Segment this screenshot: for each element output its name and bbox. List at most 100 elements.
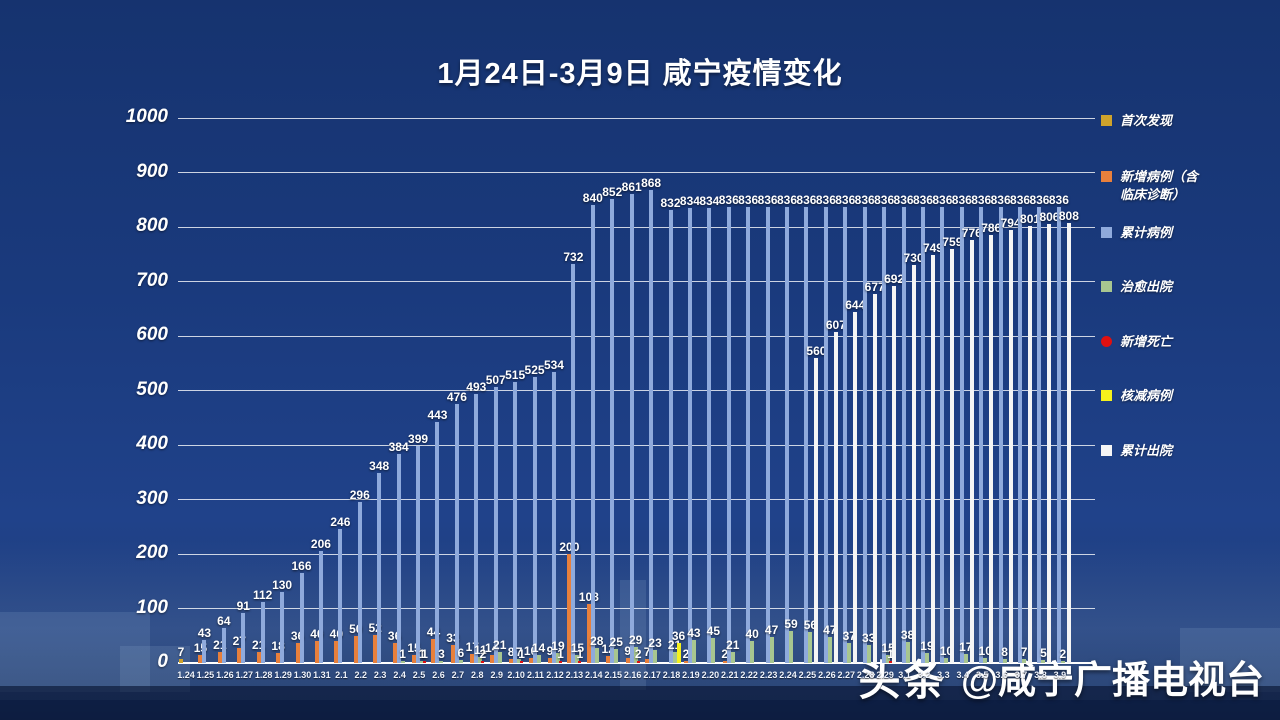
bar-cured	[1060, 661, 1065, 663]
legend-label-death: 新增死亡	[1120, 334, 1173, 349]
bar-disch	[1066, 223, 1071, 663]
value-label-cum: 296	[349, 488, 370, 502]
bar-cum	[551, 372, 556, 663]
x-tick-label: 1.31	[313, 670, 331, 680]
value-label-cured: 19	[551, 639, 565, 653]
bar-death	[481, 661, 485, 663]
watermark: 头条 @咸宁广播电视台	[858, 647, 1264, 708]
bar-first	[179, 659, 183, 663]
x-tick-label: 3.2	[917, 670, 931, 680]
legend-item-cum: 累计病例	[1101, 224, 1211, 242]
gridline	[178, 281, 1095, 282]
bar-disch	[814, 358, 819, 663]
value-label-cured: 17	[959, 640, 973, 654]
y-tick-label: 300	[136, 487, 168, 509]
bar-cum	[532, 377, 537, 663]
bar-cum	[241, 613, 246, 663]
value-label-cum: 507	[485, 373, 506, 387]
y-tick-label: 100	[136, 596, 168, 618]
value-label-cum: 836	[893, 193, 914, 207]
value-label-cum: 836	[854, 193, 875, 207]
value-label-new: 9	[546, 644, 554, 658]
value-label-cured: 47	[823, 623, 837, 637]
bar-disch	[872, 294, 877, 663]
legend-swatch-first	[1101, 115, 1112, 126]
bar-disch	[833, 332, 838, 663]
bar-cum	[474, 394, 479, 663]
bar-cured	[769, 637, 774, 663]
value-label-cured: 56	[803, 618, 818, 632]
gridline	[178, 608, 1095, 609]
bar-disch	[1028, 226, 1033, 663]
value-label-cum: 493	[466, 380, 487, 394]
x-tick-label: 2.29	[876, 670, 894, 680]
value-label-cured: 25	[609, 635, 623, 649]
value-label-cured: 1	[399, 647, 406, 661]
gridline	[178, 390, 1095, 391]
x-tick-label: 3.6	[995, 670, 1008, 680]
value-label-cum: 836	[738, 193, 759, 207]
value-label-cured: 33	[862, 631, 876, 645]
legend-label-cum: 累计病例	[1120, 225, 1173, 240]
value-label-cured: 7	[1020, 645, 1028, 659]
value-label-cum: 840	[582, 191, 603, 205]
x-tick-label: 1.26	[216, 670, 234, 680]
bar-new	[314, 641, 319, 663]
value-label-death: 1	[887, 647, 894, 661]
y-tick-label: 0	[157, 651, 168, 672]
value-label-cured: 29	[628, 633, 643, 647]
legend-swatch-reduce	[1101, 390, 1112, 401]
value-label-cured: 10	[978, 644, 992, 658]
x-tick-label: 2.9	[490, 670, 503, 680]
y-tick-label: 600	[136, 324, 168, 345]
value-label-disch: 776	[961, 226, 982, 240]
value-label-disch: 806	[1039, 210, 1060, 224]
legend-swatch-new	[1101, 171, 1112, 182]
value-label-cum: 836	[912, 193, 933, 207]
x-tick-label: 2.18	[662, 670, 681, 680]
x-tick-label: 2.8	[471, 670, 484, 680]
x-tick-label: 2.16	[623, 670, 642, 680]
bar-new	[431, 639, 436, 663]
x-tick-label: 3.5	[975, 670, 989, 680]
value-label-disch: 749	[922, 241, 943, 255]
gridline	[178, 553, 1095, 555]
value-label-cum: 206	[310, 537, 331, 551]
bar-death	[578, 661, 582, 663]
value-label-cum: 836	[932, 193, 953, 207]
value-label-disch: 759	[942, 235, 963, 249]
value-label-cum: 534	[543, 358, 564, 372]
value-label-cured: 15	[570, 641, 585, 655]
value-label-disch: 677	[864, 280, 885, 294]
bar-cum	[707, 208, 712, 663]
value-label-cum: 836	[777, 193, 798, 207]
value-label-cured: 21	[726, 638, 740, 652]
bar-cured	[458, 660, 463, 663]
legend-swatch-cum	[1101, 227, 1112, 238]
bar-cum	[765, 207, 770, 663]
footer-band	[0, 686, 1280, 720]
bar-new	[683, 661, 688, 663]
bar-new	[392, 643, 397, 663]
bar-cured	[575, 655, 580, 663]
value-label-cum: 836	[951, 193, 972, 207]
bar-new	[295, 643, 300, 663]
chart-title: 1月24日-3月9日 咸宁疫情变化	[437, 58, 843, 90]
bar-disch	[930, 255, 935, 663]
bar-cured	[497, 652, 502, 663]
bar-disch	[969, 240, 974, 663]
value-label-cured: 1	[418, 647, 426, 661]
value-label-cured: 19	[920, 639, 934, 653]
value-label-cum: 868	[641, 176, 662, 190]
bar-new	[528, 658, 533, 663]
value-label-disch: 644	[845, 298, 866, 312]
value-label-disch: 692	[884, 272, 905, 286]
value-label-new: 7	[643, 645, 651, 659]
value-label-death: 1	[576, 647, 584, 661]
bar-new	[198, 655, 203, 663]
x-tick-label: 2.24	[779, 670, 797, 680]
value-label-disch: 607	[825, 318, 846, 332]
bar-cured	[983, 658, 988, 663]
bar-cum	[1056, 207, 1061, 663]
value-label-cum: 732	[563, 250, 584, 264]
